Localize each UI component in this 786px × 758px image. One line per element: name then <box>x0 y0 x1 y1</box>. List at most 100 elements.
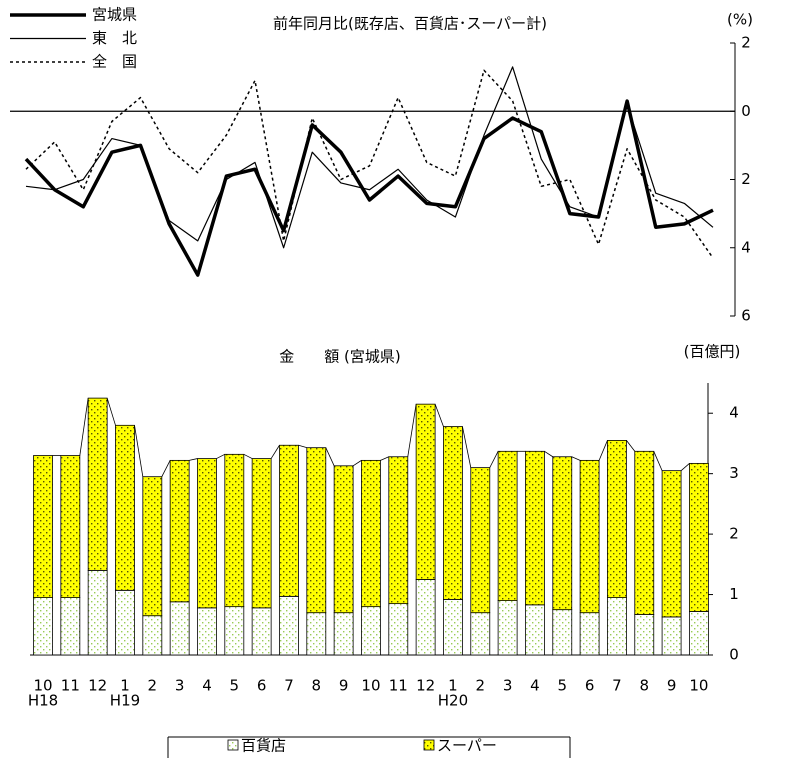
x-tick-label: 10 <box>689 677 708 695</box>
x-tick-label: 5 <box>230 677 240 695</box>
bar <box>197 607 217 656</box>
legend-swatch <box>423 739 435 751</box>
bar <box>142 615 163 656</box>
x-tick-label: 9 <box>667 677 677 695</box>
x-tick-label: 5 <box>557 677 567 695</box>
bar <box>306 612 327 656</box>
y-tick-label: 4 <box>741 238 751 256</box>
x-tick-label: 12 <box>88 677 107 695</box>
x-tick-label: 1 <box>120 677 130 695</box>
bar <box>224 606 245 656</box>
legend-label: スーパー <box>437 737 497 755</box>
x-tick-label: 4 <box>202 677 212 695</box>
series-connector <box>680 463 690 471</box>
series-connector <box>161 460 171 477</box>
series-connector <box>106 397 116 426</box>
legend-label: 宮城県 <box>92 6 137 24</box>
bar <box>60 455 81 598</box>
x-tick-label: 11 <box>389 677 408 695</box>
x-year-label: H20 <box>438 692 468 710</box>
bar <box>361 459 381 608</box>
bar <box>497 450 518 601</box>
y-tick-label: 6 <box>741 307 751 325</box>
x-year-label: H19 <box>110 692 140 710</box>
bar <box>142 476 163 617</box>
legend-label: 東 北 <box>92 29 137 47</box>
bar <box>333 465 354 614</box>
bar <box>197 458 217 609</box>
series-connector <box>189 458 198 461</box>
x-tick-label: 8 <box>312 677 322 695</box>
bar <box>689 611 709 656</box>
series-connector <box>653 451 663 471</box>
bar <box>443 598 463 656</box>
series-connector <box>216 453 225 459</box>
y-tick-label: 3 <box>729 464 739 482</box>
bar <box>279 595 299 656</box>
x-tick-label: 11 <box>61 677 80 695</box>
bar <box>87 569 108 656</box>
bar <box>115 424 135 591</box>
bar <box>388 603 409 656</box>
bar <box>634 450 655 615</box>
y-tick-label: 4 <box>729 404 739 422</box>
series-connector <box>380 456 389 461</box>
bar <box>470 612 491 656</box>
bar <box>169 459 190 603</box>
series-connector <box>571 456 581 461</box>
x-tick-label: 7 <box>612 677 622 695</box>
chart-title: 金 額 (宮城県) <box>279 348 400 366</box>
x-tick-label: 8 <box>639 677 649 695</box>
bar <box>388 456 409 605</box>
x-tick-label: 12 <box>416 677 435 695</box>
series-connector <box>298 444 307 449</box>
series-line <box>24 99 714 277</box>
y-tick-label: 0 <box>729 646 739 664</box>
bar <box>634 614 655 656</box>
x-year-label: H18 <box>28 692 58 710</box>
bar <box>579 459 600 614</box>
chart-title: 前年同月比(既存店、百貨店･スーパー計) <box>273 15 547 33</box>
x-tick-label: 3 <box>175 677 185 695</box>
series-connector <box>270 445 280 459</box>
bar <box>525 604 545 656</box>
bar <box>689 462 709 612</box>
series-connector <box>325 447 335 466</box>
x-tick-label: 6 <box>585 677 595 695</box>
bar <box>361 606 381 656</box>
x-tick-label: 2 <box>148 677 158 695</box>
series-connector <box>598 440 608 461</box>
bar <box>470 467 491 614</box>
bar <box>33 455 53 598</box>
bar <box>415 579 436 656</box>
bar <box>306 447 327 614</box>
bar <box>33 597 53 656</box>
bar <box>60 597 81 656</box>
legend-label: 百貨店 <box>241 737 286 755</box>
series-connector <box>243 453 253 459</box>
series-connector <box>134 425 144 477</box>
bar <box>497 600 518 656</box>
bar <box>169 601 190 656</box>
bar <box>552 609 573 656</box>
x-tick-label: 10 <box>361 677 380 695</box>
series-connector <box>489 451 499 468</box>
bar <box>552 456 573 611</box>
bar <box>415 403 436 580</box>
bar <box>251 607 272 656</box>
series-connector <box>462 426 472 468</box>
series-line <box>25 66 714 249</box>
y-tick-label: 0 <box>741 102 751 120</box>
bar <box>279 444 299 597</box>
series-line <box>25 69 714 259</box>
bar <box>87 397 108 571</box>
y-tick-label: 1 <box>729 585 739 603</box>
bar <box>333 612 354 656</box>
unit-label: (%) <box>727 11 753 29</box>
y-tick-label: 2 <box>729 525 739 543</box>
x-tick-label: 1 <box>448 677 458 695</box>
bar <box>525 450 545 606</box>
y-tick-label: 2 <box>741 34 751 52</box>
bar <box>443 426 463 600</box>
